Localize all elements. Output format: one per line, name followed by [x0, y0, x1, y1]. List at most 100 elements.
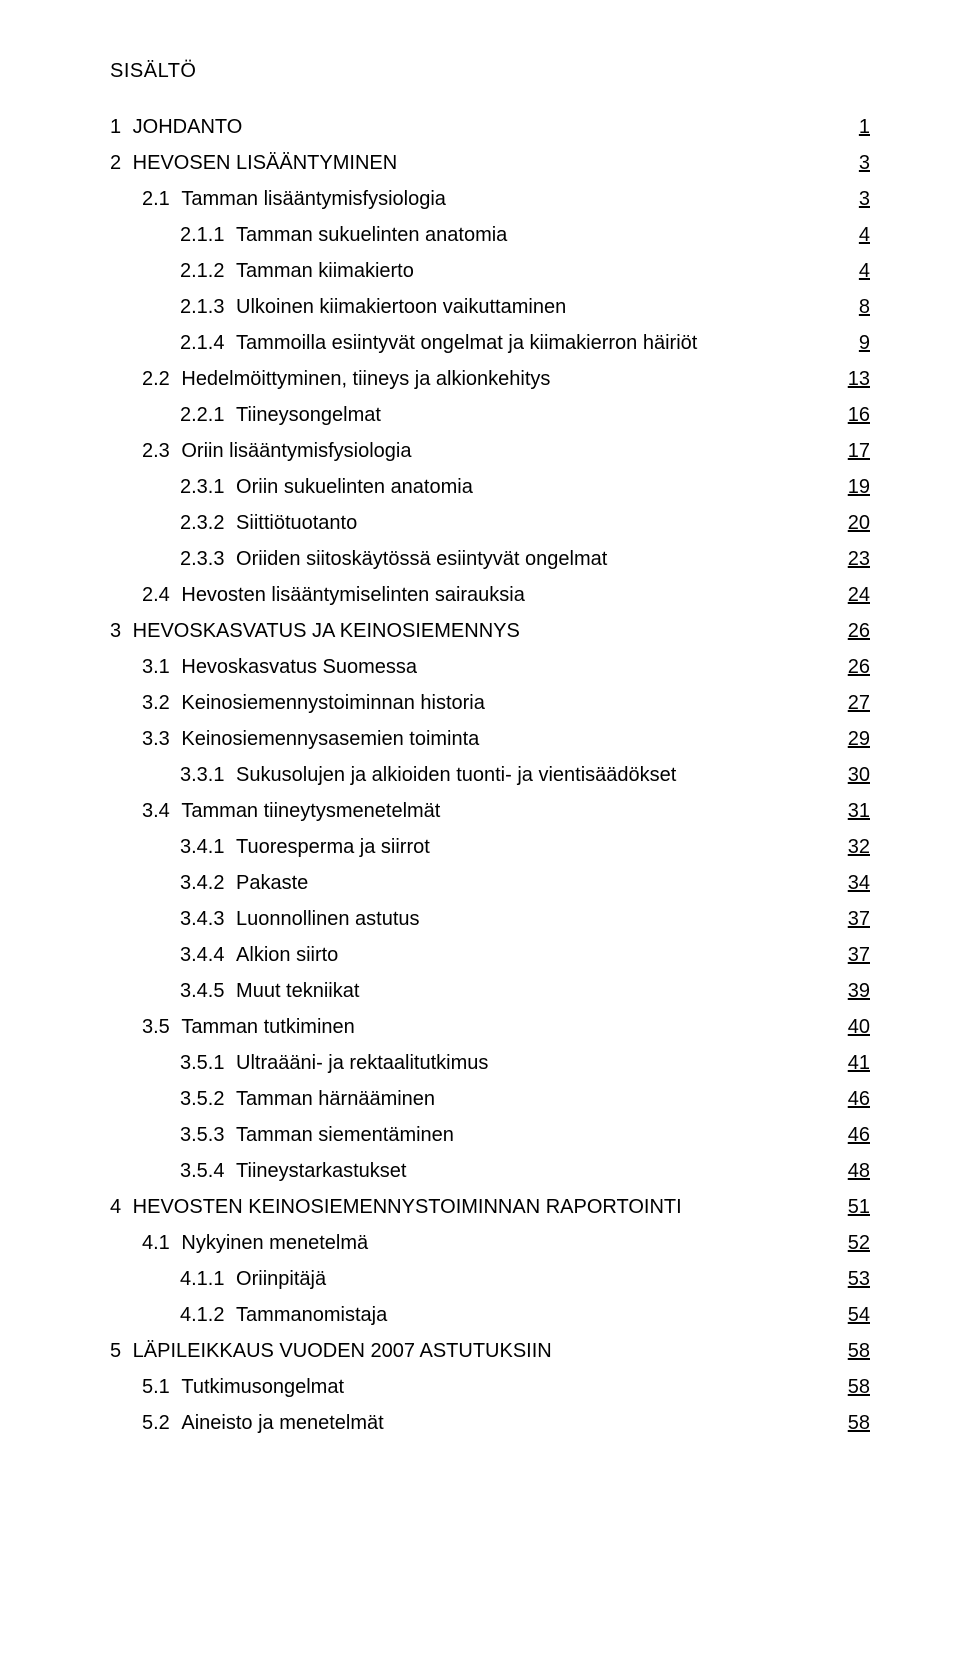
toc-entry-page[interactable]: 4 [842, 255, 870, 287]
toc-entry-label: Tamman kiimakierto [230, 255, 413, 287]
toc-entry-label: Hedelmöittyminen, tiineys ja alkionkehit… [176, 363, 551, 395]
toc-entry: 3.4.5 Muut tekniikat39 [110, 975, 870, 1007]
toc-entry-number: 3.5 [142, 1011, 170, 1043]
toc-entry-page[interactable]: 48 [842, 1155, 870, 1187]
toc-entry: 2.3 Oriin lisääntymisfysiologia17 [110, 435, 870, 467]
toc-entry-page[interactable]: 26 [842, 615, 870, 647]
toc-entry-number: 3.5.4 [180, 1155, 224, 1187]
toc-entry: 1 JOHDANTO1 [110, 111, 870, 143]
toc-entry-page[interactable]: 20 [842, 507, 870, 539]
document-page: SISÄLTÖ 1 JOHDANTO12 HEVOSEN LISÄÄNTYMIN… [0, 0, 960, 1671]
toc-entry-page[interactable]: 37 [842, 939, 870, 971]
toc-entry-page[interactable]: 1 [842, 111, 870, 143]
toc-entry-page[interactable]: 29 [842, 723, 870, 755]
toc-entry: 3.1 Hevoskasvatus Suomessa26 [110, 651, 870, 683]
toc-entry-page[interactable]: 39 [842, 975, 870, 1007]
toc-entry-number: 5.2 [142, 1407, 170, 1439]
toc-entry-number: 4.1.2 [180, 1299, 224, 1331]
toc-entry-number: 3.4.4 [180, 939, 224, 971]
toc-entry-number: 3.2 [142, 687, 170, 719]
toc-entry-page[interactable]: 58 [842, 1335, 870, 1367]
toc-entry: 2.3.2 Siittiötuotanto 20 [110, 507, 870, 539]
toc-entry-number: 3.1 [142, 651, 170, 683]
toc-entry-page[interactable]: 4 [842, 219, 870, 251]
toc-entry-page[interactable]: 52 [842, 1227, 870, 1259]
toc-entry-page[interactable]: 32 [842, 831, 870, 863]
toc-entry-number: 2.1.4 [180, 327, 224, 359]
toc-entry-number: 3.4.5 [180, 975, 224, 1007]
toc-entry: 3.3 Keinosiemennysasemien toiminta29 [110, 723, 870, 755]
toc-entry-label: Tamman sukuelinten anatomia [230, 219, 507, 251]
toc-entry-page[interactable]: 51 [842, 1191, 870, 1223]
toc-entry-label: Oriinpitäjä [230, 1263, 326, 1295]
toc-entry-number: 2.3 [142, 435, 170, 467]
toc-entry-page[interactable]: 41 [842, 1047, 870, 1079]
toc-entry: 2.1.4 Tammoilla esiintyvät ongelmat ja k… [110, 327, 870, 359]
toc-entry-page[interactable]: 19 [842, 471, 870, 503]
toc-entry: 2.2 Hedelmöittyminen, tiineys ja alkionk… [110, 363, 870, 395]
toc-entry-label: Tamman siementäminen [230, 1119, 453, 1151]
toc-entry-page[interactable]: 27 [842, 687, 870, 719]
toc-entry-page[interactable]: 16 [842, 399, 870, 431]
toc-entry-page[interactable]: 34 [842, 867, 870, 899]
toc-entry-label: HEVOSEN LISÄÄNTYMINEN [127, 147, 397, 179]
toc-entry: 3.2 Keinosiemennystoiminnan historia 27 [110, 687, 870, 719]
toc-entry-number: 3.4.1 [180, 831, 224, 863]
toc-entry-page[interactable]: 31 [842, 795, 870, 827]
toc-entry-label: Siittiötuotanto [230, 507, 357, 539]
toc-entry-number: 3 [110, 615, 121, 647]
toc-entry: 3.4.1 Tuoresperma ja siirrot32 [110, 831, 870, 863]
toc-entry-page[interactable]: 17 [842, 435, 870, 467]
toc-entry: 4.1.1 Oriinpitäjä53 [110, 1263, 870, 1295]
toc-entry: 5.2 Aineisto ja menetelmät 58 [110, 1407, 870, 1439]
toc-entry-number: 5 [110, 1335, 121, 1367]
toc-entry-label: Tamman tiineytysmenetelmät [176, 795, 441, 827]
toc-entry-page[interactable]: 58 [842, 1371, 870, 1403]
page-title: SISÄLTÖ [110, 60, 870, 83]
table-of-contents: 1 JOHDANTO12 HEVOSEN LISÄÄNTYMINEN32.1 T… [110, 111, 870, 1439]
toc-entry-page[interactable]: 24 [842, 579, 870, 611]
toc-entry-label: JOHDANTO [127, 111, 242, 143]
toc-entry-page[interactable]: 13 [842, 363, 870, 395]
toc-entry-number: 2.3.2 [180, 507, 224, 539]
toc-entry-label: Keinosiemennystoiminnan historia [176, 687, 485, 719]
toc-entry-page[interactable]: 9 [842, 327, 870, 359]
toc-entry: 3.5 Tamman tutkiminen40 [110, 1011, 870, 1043]
toc-entry-label: Tammanomistaja [230, 1299, 387, 1331]
toc-entry-page[interactable]: 54 [842, 1299, 870, 1331]
toc-entry-page[interactable]: 3 [842, 183, 870, 215]
toc-entry-label: Aineisto ja menetelmät [176, 1407, 384, 1439]
toc-entry: 2.1 Tamman lisääntymisfysiologia3 [110, 183, 870, 215]
toc-entry-label: Ultraääni- ja rektaalitutkimus [230, 1047, 488, 1079]
toc-entry: 2.3.1 Oriin sukuelinten anatomia19 [110, 471, 870, 503]
toc-entry-number: 2 [110, 147, 121, 179]
toc-entry-number: 3.5.2 [180, 1083, 224, 1115]
toc-entry-label: LÄPILEIKKAUS VUODEN 2007 ASTUTUKSIIN [127, 1335, 552, 1367]
toc-entry: 3.5.4 Tiineystarkastukset 48 [110, 1155, 870, 1187]
toc-entry-page[interactable]: 30 [842, 759, 870, 791]
toc-entry-label: Alkion siirto [230, 939, 338, 971]
toc-entry-page[interactable]: 53 [842, 1263, 870, 1295]
toc-entry-label: Pakaste [230, 867, 308, 899]
toc-entry-page[interactable]: 3 [842, 147, 870, 179]
toc-entry-page[interactable]: 46 [842, 1119, 870, 1151]
toc-entry-page[interactable]: 23 [842, 543, 870, 575]
toc-entry-number: 2.2.1 [180, 399, 224, 431]
toc-entry-number: 2.3.3 [180, 543, 224, 575]
toc-entry: 3.4 Tamman tiineytysmenetelmät31 [110, 795, 870, 827]
toc-entry-number: 2.2 [142, 363, 170, 395]
toc-entry-number: 2.4 [142, 579, 170, 611]
toc-entry: 3.5.1 Ultraääni- ja rektaalitutkimus 41 [110, 1047, 870, 1079]
toc-entry-label: Oriin sukuelinten anatomia [230, 471, 472, 503]
toc-entry-number: 4.1 [142, 1227, 170, 1259]
toc-entry-page[interactable]: 58 [842, 1407, 870, 1439]
toc-entry-number: 2.1.2 [180, 255, 224, 287]
toc-entry-page[interactable]: 37 [842, 903, 870, 935]
toc-entry-page[interactable]: 8 [842, 291, 870, 323]
toc-entry-page[interactable]: 46 [842, 1083, 870, 1115]
toc-entry-page[interactable]: 40 [842, 1011, 870, 1043]
toc-entry-label: Tiineystarkastukset [230, 1155, 406, 1187]
toc-entry-number: 3.5.1 [180, 1047, 224, 1079]
toc-entry: 2.1.1 Tamman sukuelinten anatomia4 [110, 219, 870, 251]
toc-entry-page[interactable]: 26 [842, 651, 870, 683]
